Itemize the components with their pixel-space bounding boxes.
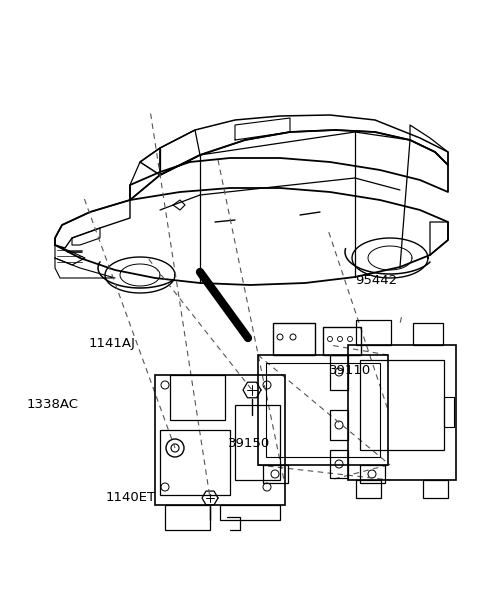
Text: 39110: 39110	[329, 364, 371, 377]
Bar	[360, 360, 444, 450]
Bar	[235, 405, 280, 480]
Text: 95442: 95442	[355, 274, 397, 287]
Bar	[266, 363, 380, 457]
Bar	[170, 375, 225, 420]
Bar	[423, 480, 448, 498]
Bar	[356, 320, 391, 345]
Bar	[356, 480, 381, 498]
Bar	[155, 375, 285, 505]
Text: 39150: 39150	[228, 437, 270, 450]
Bar	[258, 355, 388, 465]
Bar	[413, 323, 443, 345]
Bar	[323, 327, 361, 355]
Bar	[330, 450, 348, 478]
Bar	[348, 345, 456, 480]
Text: 1140ET: 1140ET	[106, 491, 156, 504]
Bar	[165, 505, 210, 530]
Bar	[160, 430, 230, 495]
Bar	[360, 465, 385, 483]
Text: 1141AJ: 1141AJ	[89, 337, 136, 350]
Bar	[330, 355, 348, 390]
Bar	[220, 505, 280, 520]
Text: 1338AC: 1338AC	[26, 397, 78, 411]
Bar	[444, 397, 454, 427]
Bar	[330, 410, 348, 440]
Bar	[273, 323, 315, 355]
Bar	[263, 465, 288, 483]
